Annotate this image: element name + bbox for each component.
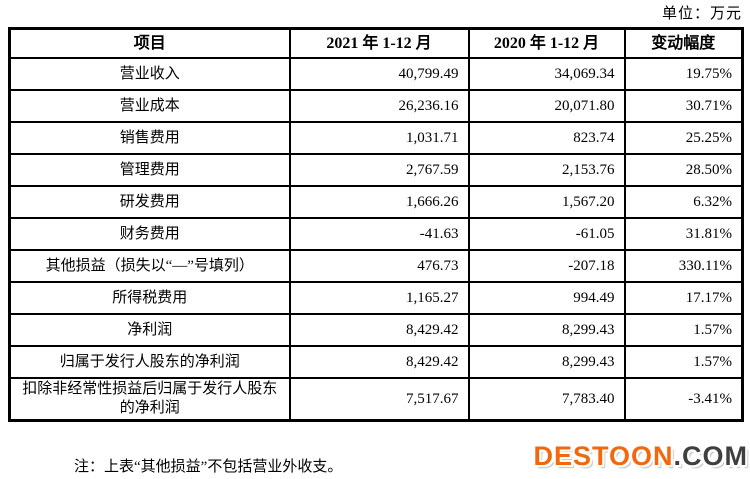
row-2020-value: 34,069.34 [467,57,626,91]
table-row: 扣除非经常性损益后归属于发行人股东的净利润 7,517.67 7,783.40 … [8,377,744,422]
row-item-label: 扣除非经常性损益后归属于发行人股东的净利润 [8,377,291,422]
financial-comparison-table: 项目 2021 年 1-12 月 2020 年 1-12 月 变动幅度 营业收入… [8,27,744,422]
row-2020-value: 823.74 [467,121,626,155]
table-row: 营业成本 26,236.16 20,071.80 30.71% [8,89,744,123]
column-header-item: 项目 [8,27,291,59]
row-2021-value: 8,429.42 [288,345,470,379]
row-2020-value: 20,071.80 [467,89,626,123]
table-row: 管理费用 2,767.59 2,153.76 28.50% [8,153,744,187]
row-2021-value: 40,799.49 [288,57,470,91]
row-2020-value: 8,299.43 [467,313,626,347]
row-2020-value: 7,783.40 [467,377,626,422]
table-row: 归属于发行人股东的净利润 8,429.42 8,299.43 1.57% [8,345,744,379]
row-item-label: 其他损益（损失以“—”号填列） [8,249,291,283]
row-2020-value: 1,567.20 [467,185,626,219]
row-2020-value: -207.18 [467,249,626,283]
row-change-value: 17.17% [623,281,744,315]
row-2021-value: 476.73 [288,249,470,283]
row-2021-value: 1,165.27 [288,281,470,315]
row-change-value: 1.57% [623,313,744,347]
row-change-value: 30.71% [623,89,744,123]
row-2021-value: 1,666.26 [288,185,470,219]
row-item-label: 营业成本 [8,89,291,123]
row-2021-value: -41.63 [288,217,470,251]
row-change-value: 330.11% [623,249,744,283]
row-2021-value: 1,031.71 [288,121,470,155]
table-row: 研发费用 1,666.26 1,567.20 6.32% [8,185,744,219]
row-2020-value: 2,153.76 [467,153,626,187]
row-change-value: 19.75% [623,57,744,91]
table-row: 营业收入 40,799.49 34,069.34 19.75% [8,57,744,91]
row-2021-value: 7,517.67 [288,377,470,422]
row-item-label: 管理费用 [8,153,291,187]
row-item-label: 所得税费用 [8,281,291,315]
column-header-2020: 2020 年 1-12 月 [467,27,626,59]
row-2021-value: 26,236.16 [288,89,470,123]
row-2020-value: -61.05 [467,217,626,251]
row-2021-value: 8,429.42 [288,313,470,347]
row-item-label: 净利润 [8,313,291,347]
row-2020-value: 8,299.43 [467,345,626,379]
watermark-brand-text: DESTOON [533,441,674,471]
row-item-label: 归属于发行人股东的净利润 [8,345,291,379]
row-change-value: 6.32% [623,185,744,219]
row-item-label: 财务费用 [8,217,291,251]
watermark-tld-text: .COM [673,441,748,471]
row-item-label: 销售费用 [8,121,291,155]
table-header-row: 项目 2021 年 1-12 月 2020 年 1-12 月 变动幅度 [8,27,744,59]
destoon-watermark: DESTOON.COM [533,441,748,472]
column-header-2021: 2021 年 1-12 月 [288,27,470,59]
row-item-label: 研发费用 [8,185,291,219]
row-item-label: 营业收入 [8,57,291,91]
unit-label: 单位：万元 [661,6,742,22]
footnote: 注：上表“其他损益”不包括营业外收支。 [74,459,343,475]
row-change-value: 25.25% [623,121,744,155]
table-row: 其他损益（损失以“—”号填列） 476.73 -207.18 330.11% [8,249,744,283]
row-2021-value: 2,767.59 [288,153,470,187]
row-change-value: -3.41% [623,377,744,422]
table-row: 所得税费用 1,165.27 994.49 17.17% [8,281,744,315]
table-row: 销售费用 1,031.71 823.74 25.25% [8,121,744,155]
column-header-change: 变动幅度 [623,27,744,59]
table-row: 净利润 8,429.42 8,299.43 1.57% [8,313,744,347]
row-change-value: 28.50% [623,153,744,187]
table-row: 财务费用 -41.63 -61.05 31.81% [8,217,744,251]
row-change-value: 1.57% [623,345,744,379]
row-change-value: 31.81% [623,217,744,251]
row-2020-value: 994.49 [467,281,626,315]
